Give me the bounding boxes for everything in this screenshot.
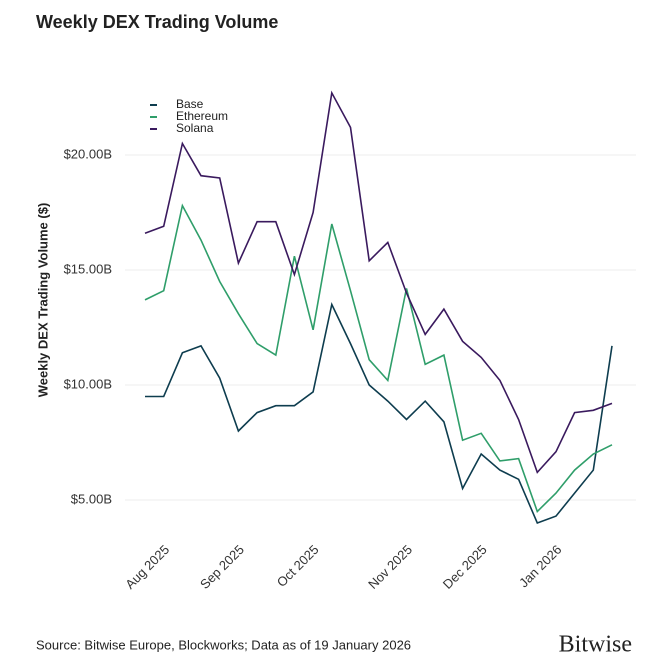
series-line bbox=[145, 302, 613, 525]
x-tick-label: Sep 2025 bbox=[197, 542, 247, 592]
legend-label: Solana bbox=[176, 121, 214, 135]
y-tick-label: $15.00B bbox=[64, 261, 112, 276]
x-tick-label: Oct 2025 bbox=[274, 542, 322, 590]
series-line bbox=[144, 90, 613, 474]
y-axis-label: Weekly DEX Trading Volume ($) bbox=[35, 203, 50, 398]
logo: Bitwise bbox=[559, 632, 632, 658]
x-tick-label: Nov 2025 bbox=[365, 542, 415, 592]
y-tick-label: $5.00B bbox=[71, 491, 112, 506]
y-tick-label: $20.00B bbox=[64, 146, 112, 161]
series-line bbox=[144, 203, 613, 513]
x-tick-label: Aug 2025 bbox=[122, 542, 172, 592]
chart-title: Weekly DEX Trading Volume bbox=[36, 12, 278, 32]
legend-label: Ethereum bbox=[176, 109, 228, 123]
x-tick-label: Dec 2025 bbox=[440, 542, 490, 592]
y-tick-label: $10.00B bbox=[64, 376, 112, 391]
legend-label: Base bbox=[176, 97, 204, 111]
source-note: Source: Bitwise Europe, Blockworks; Data… bbox=[36, 637, 411, 652]
x-tick-label: Jan 2026 bbox=[516, 542, 564, 590]
